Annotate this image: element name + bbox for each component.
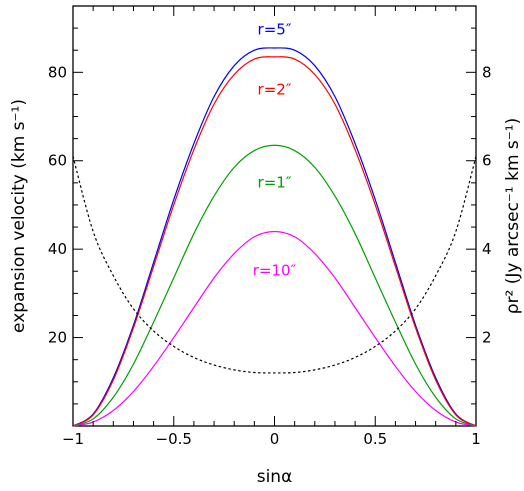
series-layer bbox=[72, 47, 477, 427]
curve-label-2: r=2″ bbox=[258, 80, 292, 98]
x-tick-label: −1 bbox=[62, 430, 84, 448]
series-line-3 bbox=[72, 144, 477, 427]
x-tick-label: 1 bbox=[471, 430, 481, 448]
series-line-2 bbox=[72, 56, 477, 427]
x-axis-title: sinα bbox=[257, 467, 293, 487]
annotation-layer: r=5″ r=2″ r=1″ r=10″ bbox=[253, 21, 297, 280]
y-right-tick-label: 2 bbox=[482, 329, 492, 347]
curve-label-3: r=1″ bbox=[258, 173, 292, 191]
y-axis-left-title: expansion velocity (km s⁻¹) bbox=[9, 99, 29, 333]
x-tick-label: 0.5 bbox=[363, 430, 387, 448]
series-line-1 bbox=[72, 47, 477, 427]
y-right-tick-label: 8 bbox=[482, 63, 492, 81]
series-line-4 bbox=[72, 230, 477, 427]
y-axis-right-title: ρr² (Jy arcsec⁻¹ km s⁻¹) bbox=[503, 118, 523, 314]
y-left-tick-label: 20 bbox=[48, 329, 67, 347]
curve-label-4: r=10″ bbox=[253, 262, 297, 280]
x-tick-label: 0 bbox=[270, 430, 280, 448]
x-tick-label: −0.5 bbox=[156, 430, 192, 448]
y-left-tick-label: 40 bbox=[48, 240, 67, 258]
y-right-tick-label: 6 bbox=[482, 152, 492, 170]
density-dotted-line bbox=[72, 156, 477, 374]
ticks-layer: −1 −0.5 0 0.5 1 20 40 60 80 2 4 6 8 bbox=[48, 6, 492, 448]
y-left-tick-label: 60 bbox=[48, 152, 67, 170]
y-right-tick-label: 4 bbox=[482, 240, 492, 258]
y-left-tick-label: 80 bbox=[48, 63, 67, 81]
curve-label-1: r=5″ bbox=[258, 21, 292, 39]
